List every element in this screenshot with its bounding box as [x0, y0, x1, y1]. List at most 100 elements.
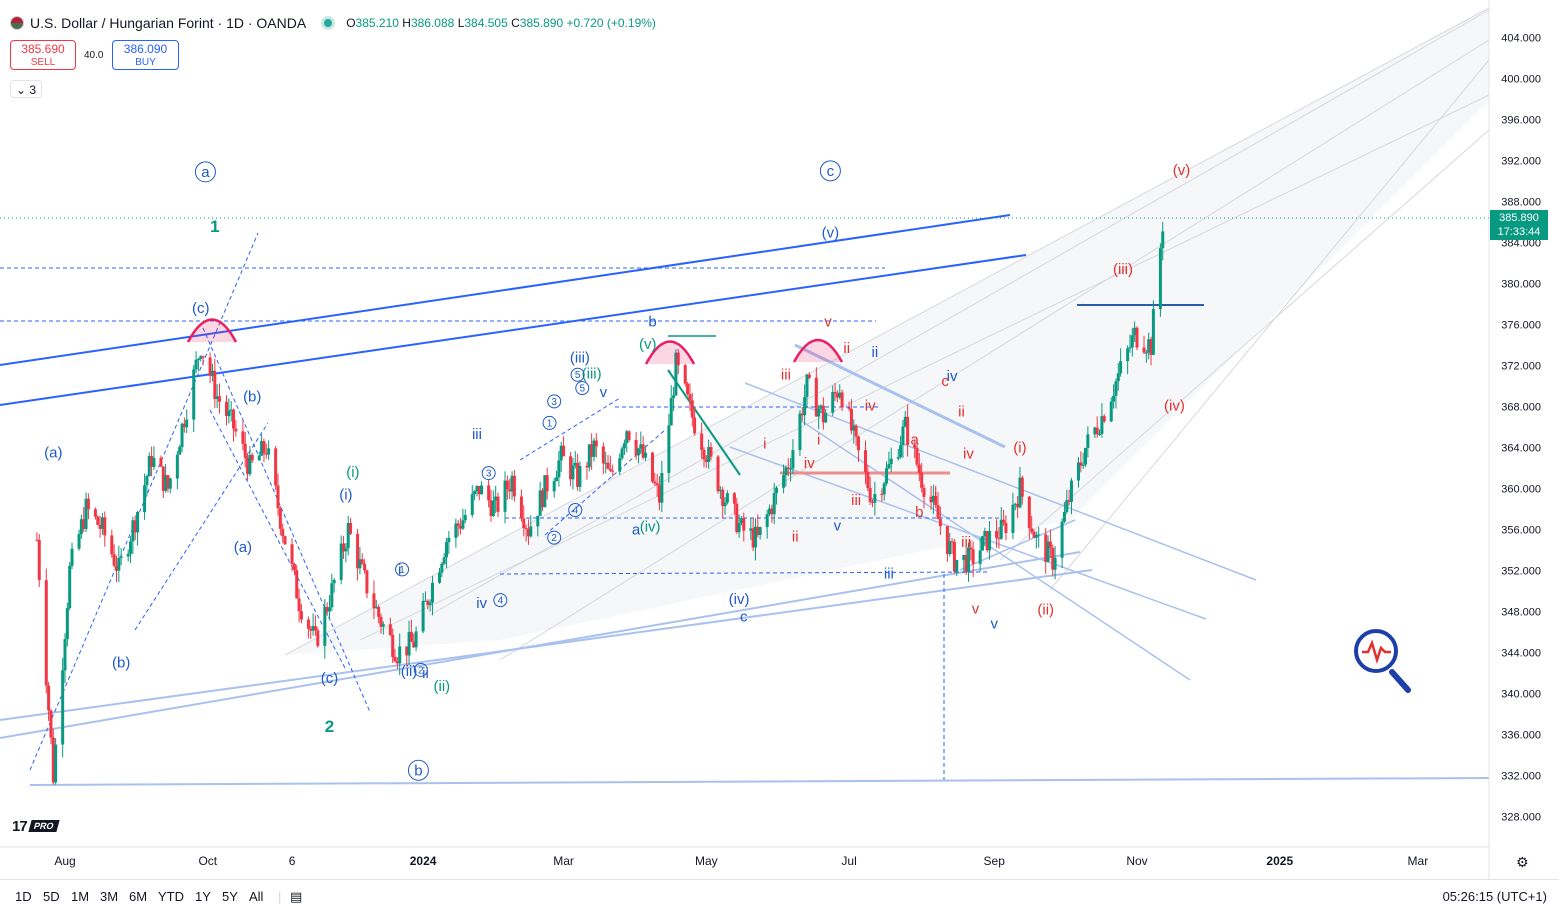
- channel-line: [284, 7, 1490, 656]
- pitchfan-channel: [284, 7, 1490, 661]
- candle-body: [192, 369, 196, 420]
- wave-label: iv: [865, 397, 876, 414]
- candle-body: [473, 491, 477, 495]
- candle-body: [735, 503, 739, 533]
- candle-body: [487, 485, 491, 501]
- candle-body: [896, 457, 900, 459]
- candle-body: [988, 531, 992, 551]
- candle-body: [945, 526, 949, 554]
- gear-icon[interactable]: ⚙: [1516, 854, 1529, 870]
- candle-body: [264, 453, 268, 455]
- candle-body: [882, 483, 886, 495]
- wave-label-circle: [481, 466, 496, 481]
- candle-body: [363, 563, 367, 571]
- top-arc: [186, 318, 238, 343]
- sell-button[interactable]: 385.690 SELL: [10, 40, 76, 70]
- indicators-toggle-button[interactable]: ⌄ 3: [10, 80, 42, 98]
- candle-body: [863, 450, 867, 472]
- candle-body: [65, 608, 69, 640]
- candle-body: [545, 475, 549, 492]
- candle-body: [725, 493, 729, 503]
- range-1m-button[interactable]: 1M: [71, 889, 90, 904]
- candle-body: [503, 480, 507, 512]
- candle-body: [1119, 361, 1123, 374]
- candle-body: [44, 580, 48, 686]
- timezone-clock[interactable]: 05:26:15 (UTC+1): [1442, 889, 1547, 904]
- candle-body: [856, 436, 860, 451]
- wave-labels: a c b 1 2 (c) (b) (a) (b) (a) (c) (i) (i) (ii) (ii) (ii…: [44, 160, 1190, 781]
- candle-body: [332, 579, 336, 584]
- channel-line: [429, 9, 1490, 616]
- candle-body: [398, 646, 402, 664]
- candle-body: [61, 670, 65, 745]
- bar-countdown: 17:33:44: [1497, 226, 1541, 238]
- candle-body: [388, 624, 392, 635]
- candle-body: [360, 559, 364, 564]
- candle-body: [136, 512, 140, 533]
- candle-body: [196, 359, 200, 361]
- tradingview-logo[interactable]: 17 PRO: [12, 818, 59, 835]
- ohlc-readout: O385.210 H386.088 L384.505 C385.890 +0.7…: [346, 16, 656, 30]
- magnifier-handle: [1389, 669, 1411, 693]
- candle-body: [428, 602, 432, 606]
- range-1d-button[interactable]: 1D: [15, 889, 32, 904]
- time-tick-label: 6: [289, 854, 296, 868]
- candle-body: [732, 493, 736, 504]
- candle-body: [1102, 416, 1106, 422]
- candle-body: [461, 520, 465, 529]
- wave-label-circle: [413, 662, 428, 677]
- candle-body: [114, 565, 118, 571]
- range-1y-button[interactable]: 1Y: [195, 889, 211, 904]
- candle-body: [299, 611, 303, 620]
- candle-body: [803, 397, 807, 416]
- candle-body: [627, 431, 631, 441]
- wave-label: a: [632, 521, 641, 538]
- candle-body: [768, 508, 772, 515]
- symbol-title[interactable]: U.S. Dollar / Hungarian Forint · 1D · OA…: [30, 15, 307, 31]
- candle-body: [655, 483, 659, 486]
- buy-button[interactable]: 386.090 BUY: [112, 40, 179, 70]
- range-5y-button[interactable]: 5Y: [222, 889, 238, 904]
- candle-body: [84, 498, 88, 529]
- date-range-icon[interactable]: ▤: [290, 889, 303, 904]
- symbol-header: U.S. Dollar / Hungarian Forint · 1D · OA…: [10, 12, 660, 34]
- price-change: +0.720 (+0.19%): [566, 16, 656, 30]
- candle-body: [35, 539, 39, 541]
- candle-body: [117, 557, 121, 571]
- candle-body: [112, 554, 116, 566]
- candle-body: [634, 440, 638, 456]
- candle-body: [819, 405, 823, 409]
- wave-label: iii: [961, 534, 971, 551]
- wave-line: [667, 369, 741, 476]
- wave-label: 1: [399, 565, 405, 576]
- wave-label: a: [201, 164, 210, 181]
- candle-body: [1051, 547, 1055, 570]
- candle-body: [356, 533, 360, 569]
- candle-body: [456, 523, 460, 527]
- price-tick-label: 348.000: [1501, 606, 1541, 618]
- candle-body: [281, 528, 285, 537]
- candle-body: [723, 502, 727, 507]
- range-all-button[interactable]: All: [249, 889, 264, 904]
- range-6m-button[interactable]: 6M: [129, 889, 148, 904]
- candle-body: [571, 465, 575, 480]
- range-5d-button[interactable]: 5D: [43, 889, 60, 904]
- candle-body: [847, 407, 851, 409]
- candle-body: [260, 441, 264, 456]
- range-3m-button[interactable]: 3M: [100, 889, 119, 904]
- candle-body: [899, 445, 903, 458]
- candle-body: [143, 485, 147, 513]
- candle-body: [742, 518, 746, 531]
- candle-body: [538, 490, 542, 516]
- candle-body: [339, 543, 343, 580]
- time-tick-label: Sep: [984, 854, 1006, 868]
- candle-body: [952, 542, 956, 572]
- wave-label: iv: [947, 368, 958, 385]
- wave-label: (iv): [729, 591, 750, 608]
- range-ytd-button[interactable]: YTD: [158, 889, 184, 904]
- candle-body: [1098, 433, 1102, 435]
- candle-body: [37, 539, 41, 581]
- wave-label: 1: [210, 217, 219, 236]
- flag-icon: [10, 16, 24, 30]
